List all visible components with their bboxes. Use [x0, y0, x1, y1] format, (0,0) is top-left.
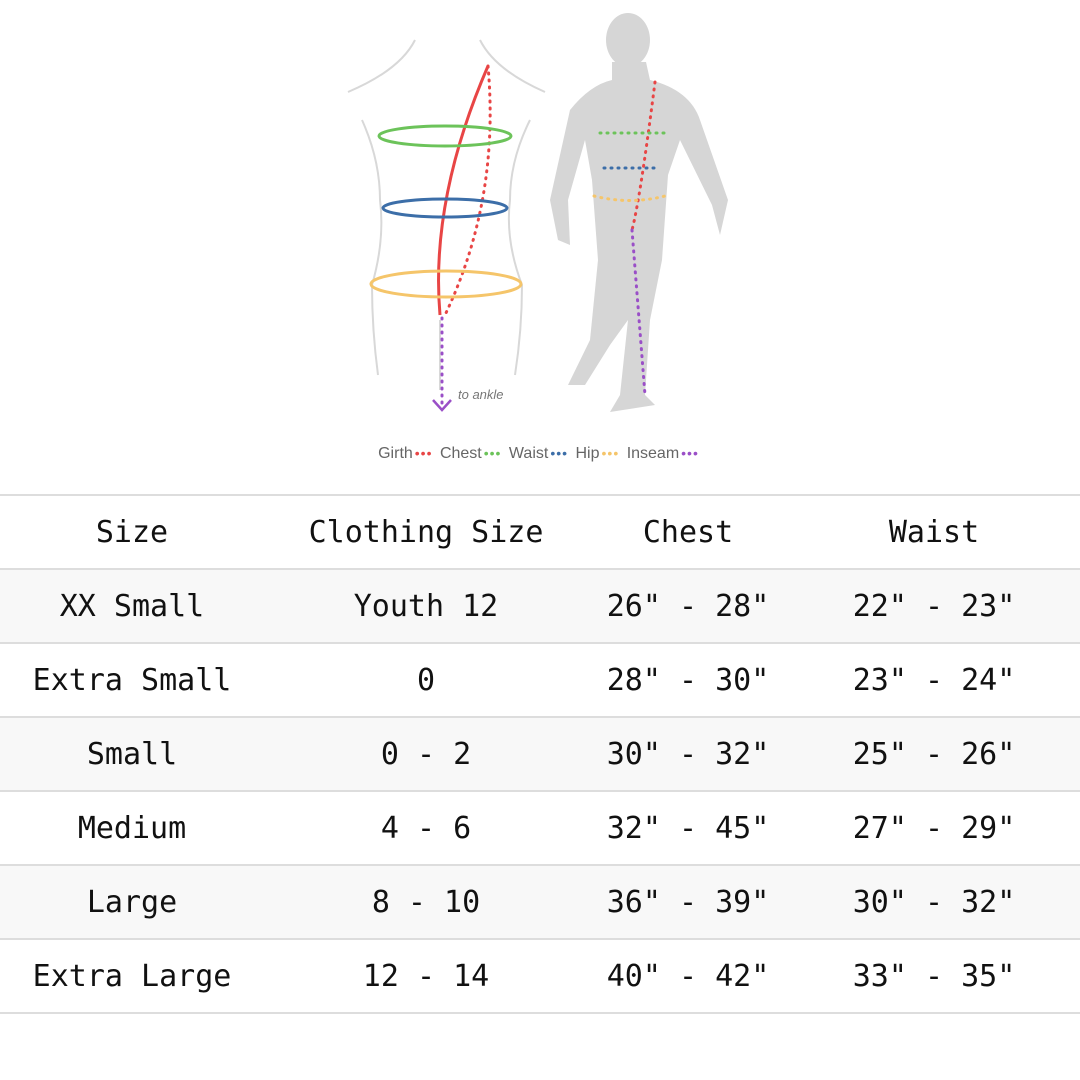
table-row: Small 0 - 2 30" - 32" 25" - 26" — [0, 716, 1080, 792]
table-row: Large 8 - 10 36" - 39" 30" - 32" — [0, 864, 1080, 940]
to-ankle-label: to ankle — [458, 387, 504, 402]
cell-clothing-size: 0 - 2 — [264, 716, 588, 792]
girth-line — [437, 65, 490, 316]
cell-chest: 32" - 45" — [588, 790, 788, 866]
cell-waist: 27" - 29" — [788, 790, 1080, 866]
cell-size: Medium — [0, 790, 264, 866]
cell-waist: 30" - 32" — [788, 864, 1080, 940]
cell-chest: 40" - 42" — [588, 938, 788, 1014]
header-clothing-size: Clothing Size — [264, 494, 588, 570]
hip-dots-icon: ••• — [601, 445, 620, 461]
table-row: Extra Large 12 - 14 40" - 42" 33" - 35" — [0, 938, 1080, 1014]
legend-waist: Waist — [508, 445, 549, 462]
table-row: Medium 4 - 6 32" - 45" 27" - 29" — [0, 790, 1080, 866]
inseam-dots-icon: ••• — [681, 445, 699, 461]
size-chart-table: Size Clothing Size Chest Waist XX Small Y… — [0, 494, 1080, 1014]
cell-clothing-size: 4 - 6 — [264, 790, 588, 866]
cell-clothing-size: 12 - 14 — [264, 938, 588, 1014]
cell-waist: 23" - 24" — [788, 642, 1080, 718]
cell-size: Extra Large — [0, 938, 264, 1014]
cell-waist: 22" - 23" — [788, 568, 1080, 644]
legend-inseam: Inseam — [626, 445, 680, 462]
cell-size: Small — [0, 716, 264, 792]
cell-size: Extra Small — [0, 642, 264, 718]
legend-hip: Hip — [575, 445, 600, 462]
header-size: Size — [0, 494, 264, 570]
legend-chest: Chest — [439, 445, 482, 462]
cell-chest: 30" - 32" — [588, 716, 788, 792]
table-header-row: Size Clothing Size Chest Waist — [0, 494, 1080, 570]
table-row: XX Small Youth 12 26" - 28" 22" - 23" — [0, 568, 1080, 644]
chest-line — [377, 124, 513, 148]
hip-line — [369, 269, 523, 299]
header-chest: Chest — [588, 494, 788, 570]
cell-size: XX Small — [0, 568, 264, 644]
inseam-silhouette-line — [630, 228, 647, 397]
waist-line — [381, 197, 509, 219]
cell-chest: 36" - 39" — [588, 864, 788, 940]
cell-chest: 26" - 28" — [588, 568, 788, 644]
legend-girth: Girth — [378, 445, 413, 462]
arrow-down-icon — [432, 399, 452, 412]
girth-dots-icon: ••• — [414, 445, 433, 461]
legend: Girth ••• Chest ••• Waist ••• Hip ••• Inseam… — [0, 445, 1080, 463]
torso-outline — [347, 39, 546, 390]
cell-waist: 33" - 35" — [788, 938, 1080, 1014]
cell-clothing-size: 0 — [264, 642, 588, 718]
body-silhouette — [550, 13, 728, 412]
girth-dotted-line — [443, 64, 492, 317]
cell-clothing-size: 8 - 10 — [264, 864, 588, 940]
hip-silhouette-line — [592, 194, 667, 202]
measurement-diagram: to ankle — [347, 13, 728, 412]
chest-dots-icon: ••• — [483, 445, 502, 461]
header-waist: Waist — [788, 494, 1080, 570]
waist-dots-icon: ••• — [550, 445, 569, 461]
cell-chest: 28" - 30" — [588, 642, 788, 718]
girth-silhouette-line — [630, 80, 657, 232]
cell-clothing-size: Youth 12 — [264, 568, 588, 644]
cell-waist: 25" - 26" — [788, 716, 1080, 792]
table-row: Extra Small 0 28" - 30" 23" - 24" — [0, 642, 1080, 718]
cell-size: Large — [0, 864, 264, 940]
